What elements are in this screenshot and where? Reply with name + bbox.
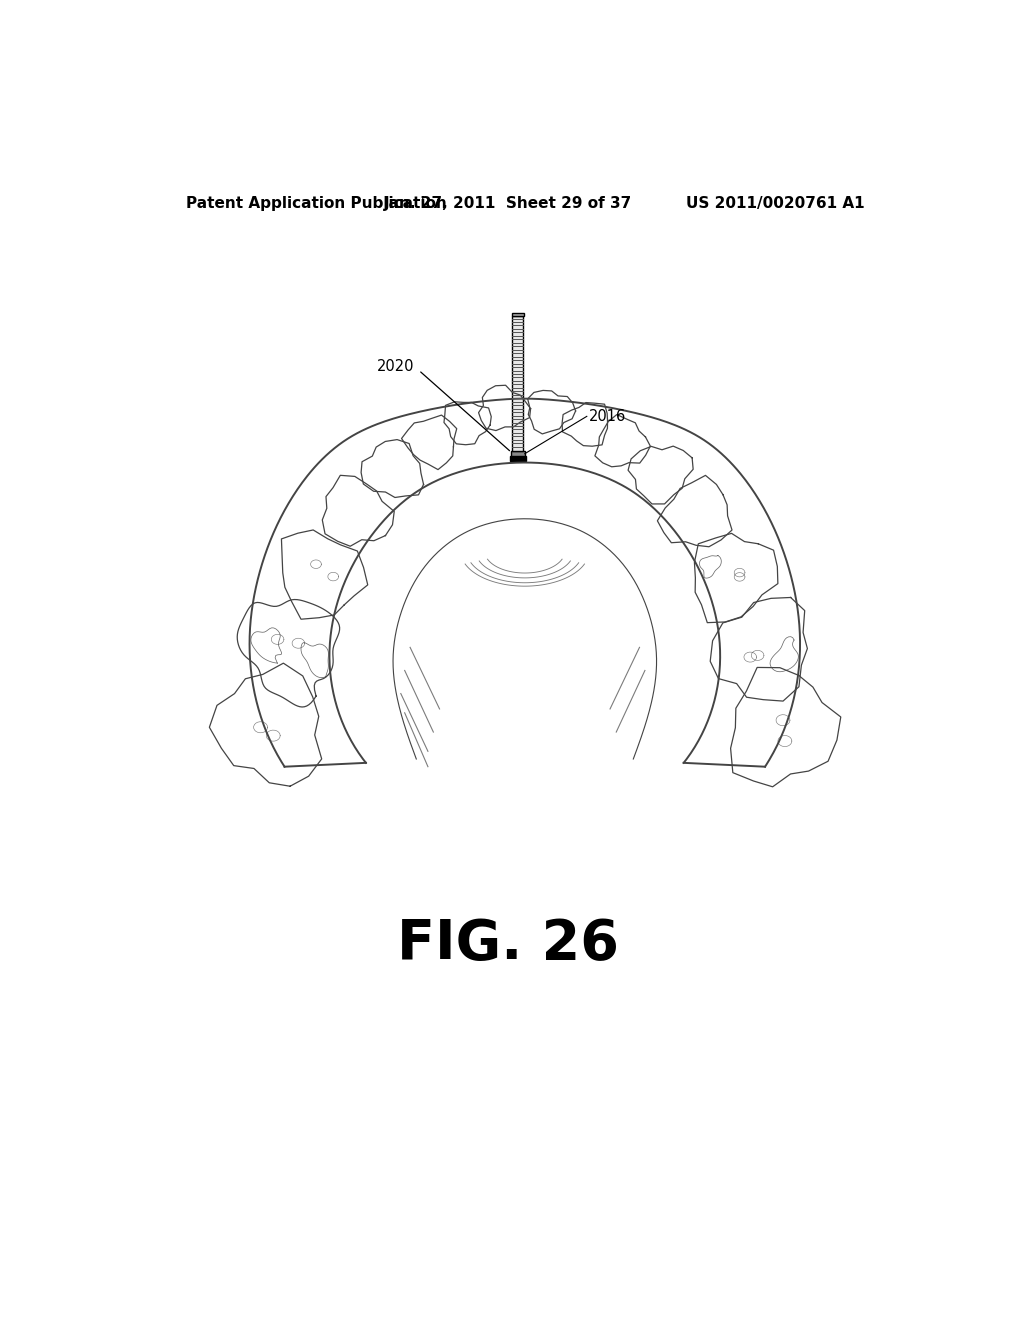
Bar xyxy=(510,455,525,462)
Bar xyxy=(511,451,525,455)
Text: Jan. 27, 2011  Sheet 29 of 37: Jan. 27, 2011 Sheet 29 of 37 xyxy=(384,195,632,211)
Text: FIG. 26: FIG. 26 xyxy=(396,917,618,970)
Text: 2020: 2020 xyxy=(377,359,415,374)
Bar xyxy=(512,317,523,451)
Text: 2016: 2016 xyxy=(589,409,627,424)
Text: Patent Application Publication: Patent Application Publication xyxy=(186,195,446,211)
Text: US 2011/0020761 A1: US 2011/0020761 A1 xyxy=(686,195,864,211)
Bar xyxy=(512,313,523,317)
